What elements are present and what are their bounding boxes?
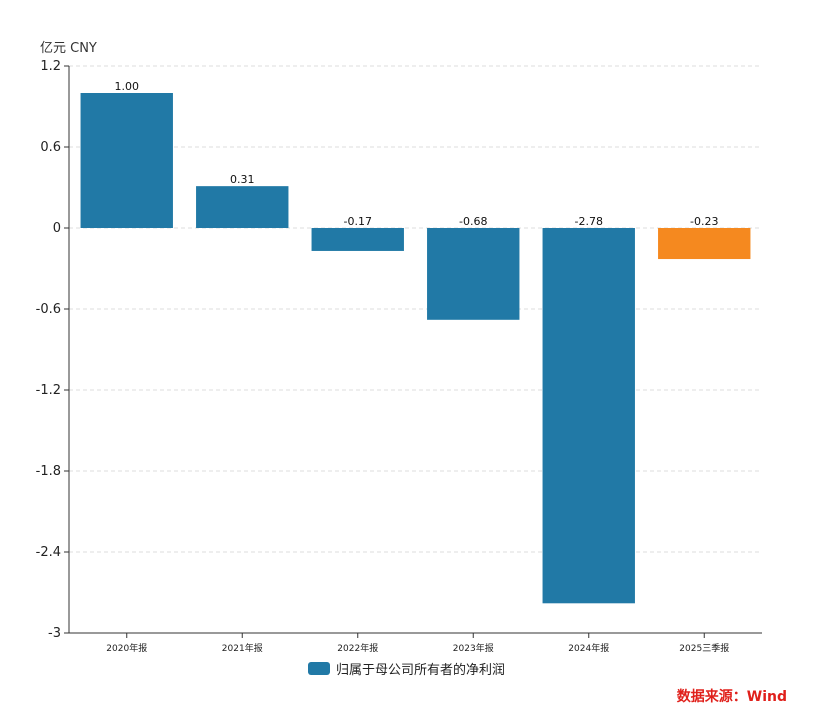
bar bbox=[427, 228, 520, 320]
x-tick-label: 2025三季报 bbox=[679, 642, 729, 654]
x-tick-label: 2022年报 bbox=[337, 642, 378, 654]
data-label: -0.68 bbox=[459, 215, 487, 228]
data-label: -0.23 bbox=[690, 215, 718, 228]
x-tick-label: 2021年报 bbox=[222, 642, 263, 654]
bar bbox=[196, 186, 289, 228]
bar bbox=[311, 228, 404, 251]
y-tick-label: 0.6 bbox=[40, 140, 61, 155]
y-tick-label: -3 bbox=[48, 626, 61, 641]
y-tick-label: 0 bbox=[53, 221, 61, 236]
y-tick-label: 1.2 bbox=[40, 59, 61, 74]
x-tick-label: 2024年报 bbox=[568, 642, 609, 654]
data-label: 0.31 bbox=[230, 173, 255, 186]
y-tick-label: -2.4 bbox=[36, 545, 61, 560]
legend[interactable]: 归属于母公司所有者的净利润 bbox=[308, 659, 505, 678]
x-tick-label: 2023年报 bbox=[453, 642, 494, 654]
y-tick-label: -1.2 bbox=[36, 383, 61, 398]
x-tick-label: 2020年报 bbox=[106, 642, 147, 654]
y-tick-label: -0.6 bbox=[36, 302, 61, 317]
data-label: -2.78 bbox=[575, 215, 603, 228]
data-label: 1.00 bbox=[115, 80, 140, 93]
data-label: -0.17 bbox=[344, 215, 372, 228]
y-axis-unit-label: 亿元 CNY bbox=[40, 41, 97, 56]
bar bbox=[658, 228, 751, 260]
legend-label: 归属于母公司所有者的净利润 bbox=[336, 663, 506, 678]
y-tick-label: -1.8 bbox=[36, 464, 61, 479]
bar bbox=[80, 93, 173, 228]
bar bbox=[542, 228, 635, 604]
legend-swatch bbox=[308, 662, 330, 675]
data-source-note: 数据来源：Wind bbox=[676, 689, 787, 705]
